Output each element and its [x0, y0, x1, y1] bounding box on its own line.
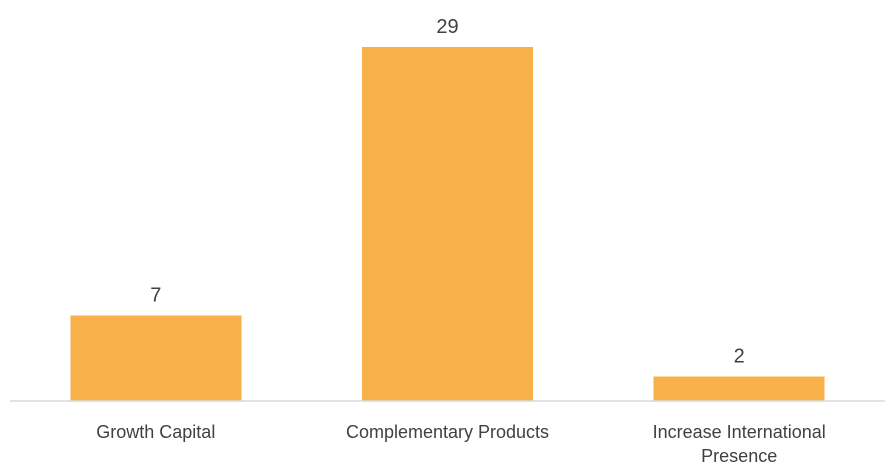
bar-3 — [653, 376, 825, 401]
category-label-3-line-2: Presence — [701, 446, 777, 465]
data-label-2: 29 — [436, 16, 458, 38]
data-label-1: 7 — [150, 285, 161, 307]
bar-1 — [70, 315, 242, 401]
category-label-3-line-1: Increase International — [653, 422, 826, 442]
category-labels-layer: Growth Capital Complementary Products Incr… — [96, 422, 825, 465]
category-label-1: Growth Capital — [96, 422, 215, 442]
data-label-3: 2 — [734, 346, 745, 368]
bar-2 — [362, 47, 533, 401]
category-label-2: Complementary Products — [346, 422, 549, 442]
bars-layer — [70, 47, 825, 401]
data-labels-layer: 7 29 2 — [150, 16, 745, 368]
